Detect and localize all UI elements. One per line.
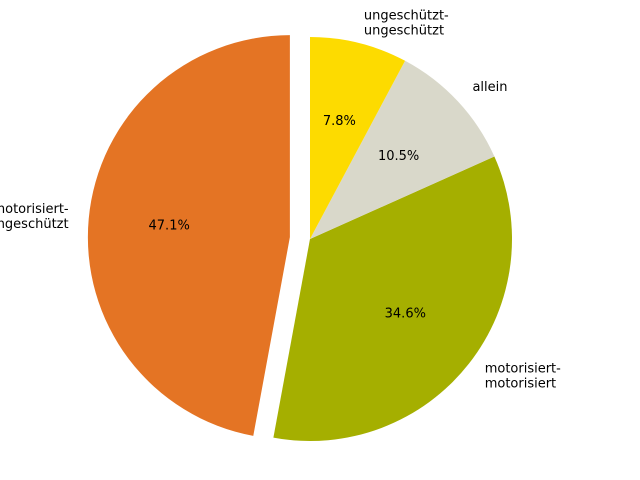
pie-category-label-line: motorisiert (485, 376, 556, 391)
pie-pct-label-1: 34.6% (385, 306, 426, 321)
pie-labels: 47.1% motorisiert-ungeschützt 34.6% motoris… (0, 8, 561, 391)
pie-category-label-line: motorisiert- (485, 361, 561, 376)
pie-category-label-2: allein (472, 80, 507, 95)
pie-category-label-line: ungeschützt (0, 217, 69, 232)
pie-slice-1 (273, 156, 512, 441)
pie-category-label-line: allein (472, 80, 507, 95)
pie-slice-2 (310, 60, 495, 239)
pie-pct-label-3: 7.8% (323, 114, 356, 129)
pie-category-label-1: motorisiert-motorisiert (485, 361, 561, 391)
pie-category-label-line: ungeschützt- (364, 8, 449, 23)
pie-category-label-line: ungeschützt (364, 23, 444, 38)
pie-slice-0 (87, 35, 290, 436)
pie-slices (87, 35, 512, 441)
pie-category-label-0: motorisiert-ungeschützt (0, 202, 69, 232)
pie-pct-label-2: 10.5% (378, 149, 419, 164)
pie-category-label-line: motorisiert- (0, 202, 69, 217)
pie-pct-label-0: 47.1% (149, 219, 190, 234)
pie-slice-3 (310, 37, 406, 239)
pie-category-label-3: ungeschützt-ungeschützt (364, 8, 449, 38)
